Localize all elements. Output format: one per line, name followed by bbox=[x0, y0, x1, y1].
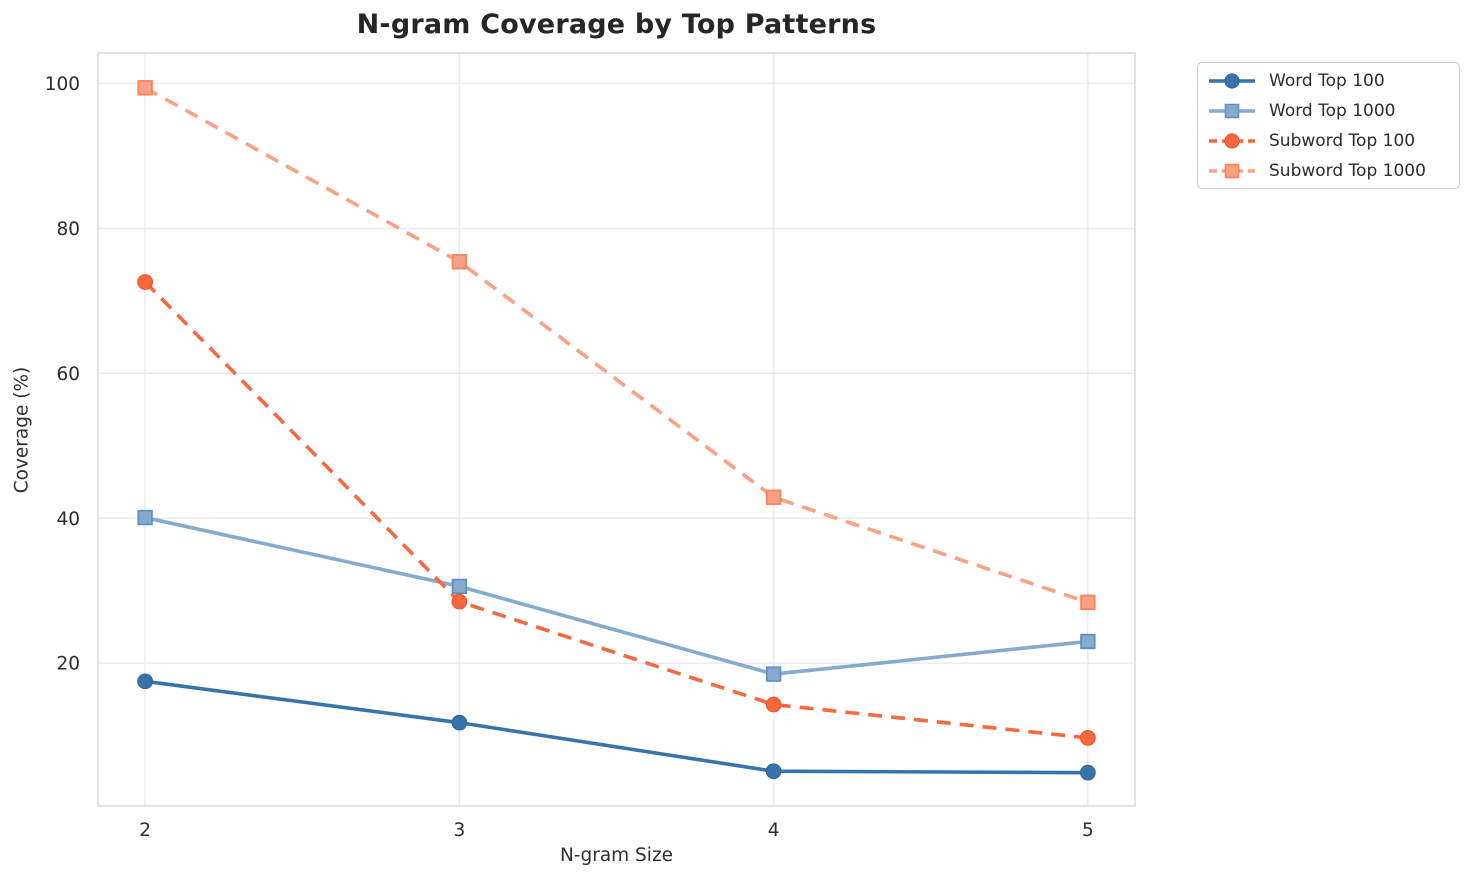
legend-marker-circle bbox=[1224, 133, 1240, 149]
marker-word-top-100 bbox=[137, 673, 154, 690]
x-tick-label: 4 bbox=[768, 820, 780, 841]
marker-subword-top-1000 bbox=[765, 489, 782, 505]
marker-word-top-1000 bbox=[765, 666, 782, 682]
legend: Word Top 100 Word Top 1000 Subword Top 100… bbox=[1197, 62, 1460, 189]
marker-subword-top-100 bbox=[765, 696, 782, 713]
series-line-subword-top-100 bbox=[143, 280, 1089, 740]
legend-swatch bbox=[1209, 163, 1255, 179]
legend-marker-circle bbox=[1224, 73, 1240, 89]
marker-word-top-1000 bbox=[137, 509, 153, 526]
legend-marker-square bbox=[1224, 163, 1240, 179]
marker-subword-top-1000 bbox=[451, 254, 468, 270]
plot-border bbox=[97, 52, 1136, 807]
legend-swatch bbox=[1209, 73, 1255, 89]
y-tick-label: 40 bbox=[56, 509, 80, 530]
marker-subword-top-100 bbox=[1079, 729, 1096, 746]
y-tick-label: 60 bbox=[56, 364, 80, 385]
series-line-word-top-1000 bbox=[144, 515, 1089, 676]
marker-word-top-1000 bbox=[1080, 633, 1096, 650]
legend-swatch bbox=[1209, 103, 1255, 119]
legend-label: Subword Top 1000 bbox=[1269, 161, 1426, 181]
x-tick-label: 3 bbox=[453, 820, 465, 841]
legend-label: Subword Top 100 bbox=[1269, 131, 1416, 151]
marker-word-top-100 bbox=[765, 763, 782, 780]
y-tick-label: 100 bbox=[45, 74, 80, 95]
marker-word-top-1000 bbox=[451, 578, 468, 595]
legend-item-word-top-100: Word Top 100 bbox=[1208, 66, 1459, 96]
legend-item-subword-top-1000: Subword Top 1000 bbox=[1208, 156, 1459, 186]
marker-subword-top-1000 bbox=[1080, 594, 1096, 611]
legend-label: Word Top 1000 bbox=[1269, 101, 1396, 121]
x-axis-label: N-gram Size bbox=[559, 845, 674, 866]
marker-word-top-100 bbox=[1079, 764, 1096, 781]
series-line-word-top-100 bbox=[144, 679, 1088, 775]
x-tick-label: 5 bbox=[1082, 820, 1094, 841]
marker-word-top-100 bbox=[451, 714, 468, 731]
y-axis-label: Coverage (%) bbox=[11, 366, 33, 494]
marker-subword-top-100 bbox=[451, 593, 468, 610]
legend-item-word-top-1000: Word Top 1000 bbox=[1208, 96, 1459, 126]
y-tick-label: 80 bbox=[56, 219, 80, 240]
y-tick-label: 20 bbox=[56, 654, 80, 675]
legend-item-subword-top-100: Subword Top 100 bbox=[1208, 126, 1459, 156]
legend-label: Word Top 100 bbox=[1269, 71, 1385, 91]
legend-marker-square bbox=[1224, 103, 1240, 119]
marker-subword-top-1000 bbox=[137, 80, 153, 96]
marker-subword-top-100 bbox=[137, 274, 154, 290]
x-tick-label: 2 bbox=[139, 820, 151, 841]
legend-swatch bbox=[1209, 133, 1255, 149]
series-line-subword-top-1000 bbox=[144, 86, 1089, 605]
chart-title: N-gram Coverage by Top Patterns bbox=[356, 9, 877, 40]
